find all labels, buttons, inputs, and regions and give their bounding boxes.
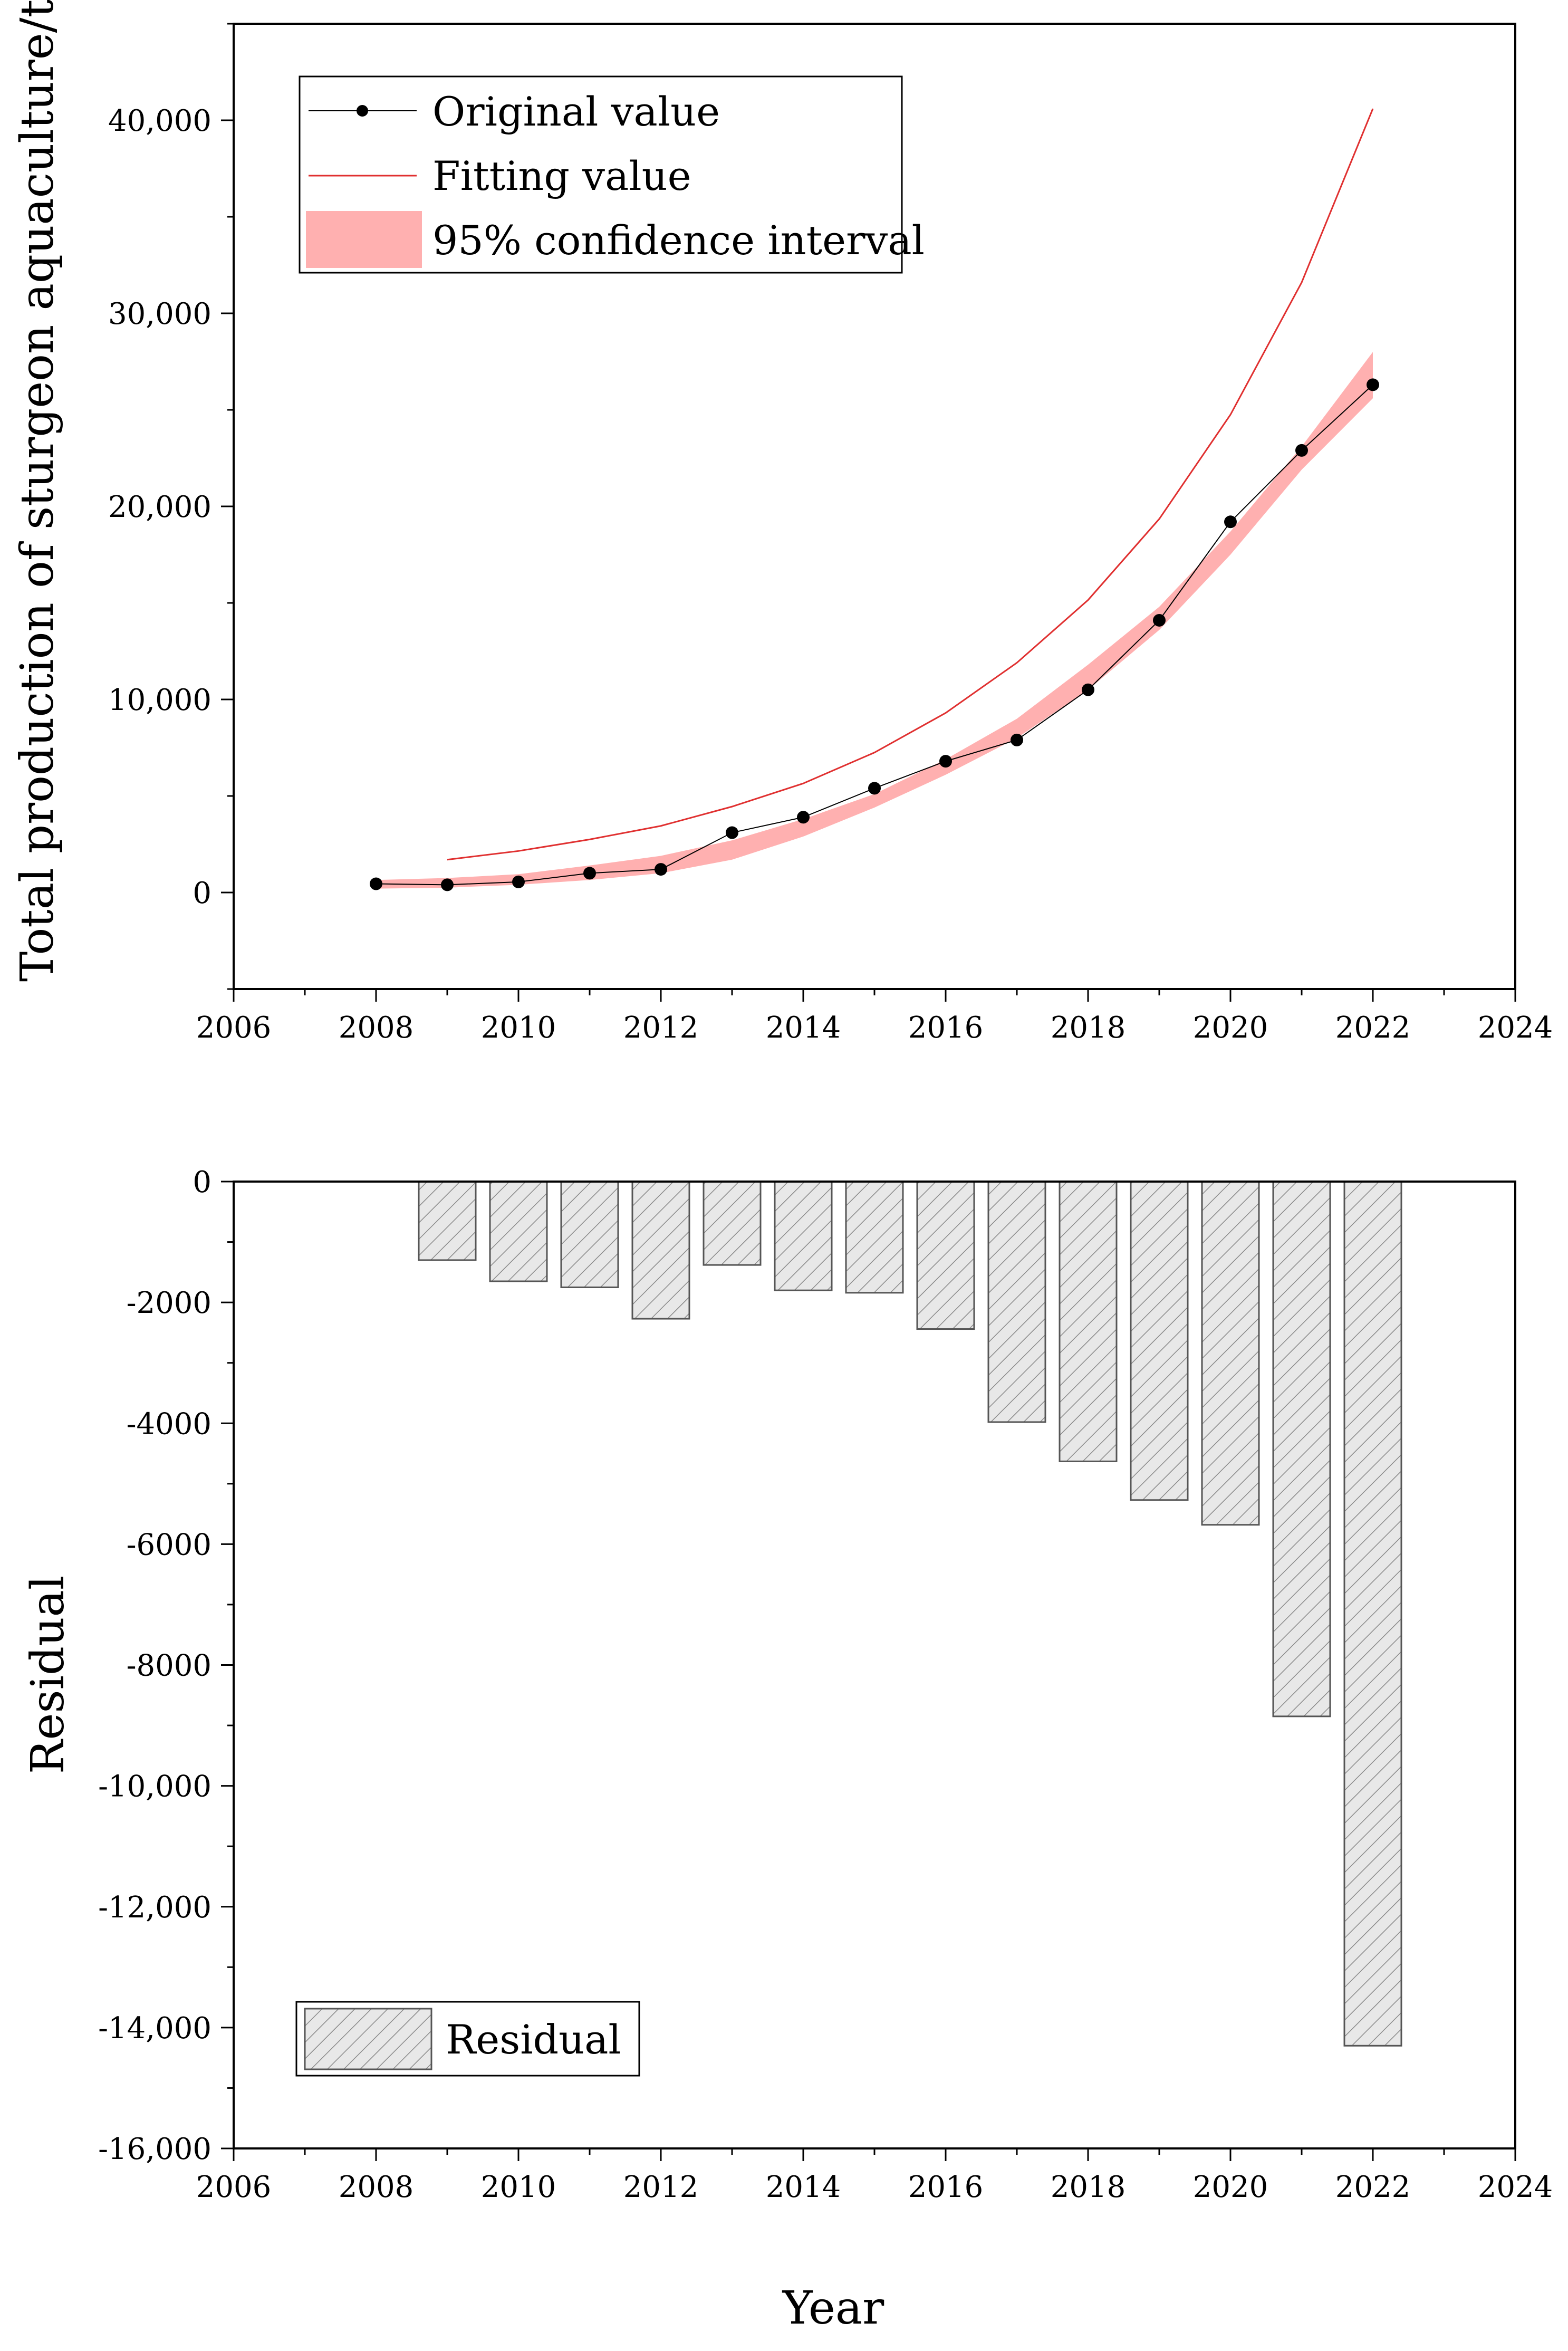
original-point (1011, 733, 1023, 746)
y-tick-label: 0 (193, 1165, 211, 1200)
residual-bar (489, 1181, 548, 1282)
y-tick-label: -6000 (127, 1528, 211, 1562)
legend-fit-label: Fitting value (432, 152, 691, 199)
residual-bar (418, 1181, 477, 1261)
y-tick-label: -16,000 (98, 2132, 211, 2166)
original-point (1224, 515, 1237, 529)
residual-bar (1059, 1181, 1118, 1462)
y-tick-label: 0 (193, 876, 211, 910)
legend-ci-label: 95% confidence interval (432, 217, 925, 264)
production-chart: 2006 2008 2010 2012 2014 2016 2018 2020 2022 2024… (11, 0, 1553, 1045)
original-point (868, 782, 881, 795)
x-axis-title: Year (782, 2282, 884, 2335)
x-tick-label: 2006 (196, 2170, 272, 2204)
residual-bar (631, 1181, 690, 1320)
y-tick-label: -14,000 (98, 2011, 211, 2046)
original-point (1153, 613, 1166, 627)
original-point (939, 755, 952, 768)
x-tick-label: 2018 (1051, 1011, 1126, 1045)
bottom-x-axis: 2006 2008 2010 2012 2014 2016 2018 2020 2022 2024 (196, 2148, 1553, 2204)
residual-bar (845, 1181, 904, 1294)
y-tick-label: -4000 (127, 1407, 211, 1441)
y-tick-label: 30,000 (108, 297, 211, 331)
x-tick-label: 2008 (339, 1011, 414, 1045)
x-tick-label: 2006 (196, 1011, 272, 1045)
legend-residual-label: Residual (446, 2016, 621, 2063)
y-tick-label: -10,000 (98, 1770, 211, 1804)
x-tick-label: 2014 (766, 2170, 841, 2204)
original-point (441, 878, 454, 891)
x-tick-label: 2012 (623, 2170, 699, 2204)
x-tick-label: 2024 (1478, 2170, 1553, 2204)
ci-band-area (376, 352, 1373, 889)
original-point (726, 826, 738, 839)
x-tick-label: 2010 (481, 2170, 556, 2204)
x-tick-label: 2010 (481, 1011, 556, 1045)
legend-original-marker (357, 105, 368, 117)
y-tick-label: -12,000 (98, 1891, 211, 1925)
y-tick-label: 20,000 (108, 490, 211, 524)
legend-ci-swatch (306, 211, 422, 268)
fitting-value-line (447, 108, 1374, 861)
x-tick-label: 2014 (766, 1011, 841, 1045)
original-point (370, 877, 382, 890)
original-point (512, 875, 525, 888)
bottom-y-axis: 0 -2000 -4000 -6000 -8000 -10,000 -12,000 -14,0… (98, 1165, 234, 2166)
residual-bar (916, 1181, 975, 1330)
top-y-axis: 0 10,000 20,000 30,000 40,000 (108, 23, 234, 990)
y-tick-label: -8000 (127, 1649, 211, 1683)
residual-bar (703, 1181, 762, 1266)
original-point (1082, 683, 1094, 696)
original-line-path (376, 384, 1373, 886)
residual-bars (418, 1181, 1402, 2047)
residual-bar (1343, 1181, 1402, 2047)
original-point (797, 811, 810, 824)
residual-bar (1201, 1181, 1260, 1526)
x-tick-label: 2012 (623, 1011, 699, 1045)
x-tick-label: 2016 (908, 2170, 984, 2204)
x-tick-label: 2016 (908, 1011, 984, 1045)
original-point (655, 863, 667, 876)
residual-bar (560, 1181, 619, 1288)
confidence-interval-band (376, 352, 1373, 889)
original-point (583, 867, 596, 880)
legend-residual-swatch (304, 2008, 432, 2070)
fit-line-path (447, 108, 1374, 861)
y-tick-label: -2000 (127, 1286, 211, 1320)
top-legend: Original value Fitting value 95% confide… (299, 75, 925, 274)
x-tick-label: 2022 (1335, 2170, 1411, 2204)
x-tick-label: 2020 (1193, 1011, 1268, 1045)
x-tick-label: 2024 (1478, 1011, 1553, 1045)
top-x-axis: 2006 2008 2010 2012 2014 2016 2018 2020 2022 2024 (196, 989, 1553, 1045)
original-value-series (370, 378, 1379, 891)
x-tick-label: 2020 (1193, 2170, 1268, 2204)
y-tick-label: 40,000 (108, 104, 211, 138)
residual-bar (774, 1181, 833, 1291)
residual-bar (1130, 1181, 1189, 1501)
legend-original-label: Original value (432, 88, 720, 135)
bottom-legend: Residual (295, 2001, 640, 2077)
bottom-y-axis-title: Residual (22, 1576, 74, 1774)
x-tick-label: 2008 (339, 2170, 414, 2204)
original-point (1367, 378, 1379, 391)
residual-chart: 2006 2008 2010 2012 2014 2016 2018 2020 2022 2024… (22, 1165, 1553, 2335)
top-y-axis-title: Total production of sturgeon aquaculture… (11, 0, 64, 982)
residual-bar (987, 1181, 1046, 1423)
x-tick-label: 2018 (1051, 2170, 1126, 2204)
x-tick-label: 2022 (1335, 1011, 1411, 1045)
original-point (1295, 444, 1308, 457)
residual-bar (1272, 1181, 1331, 1717)
y-tick-label: 10,000 (108, 683, 211, 717)
